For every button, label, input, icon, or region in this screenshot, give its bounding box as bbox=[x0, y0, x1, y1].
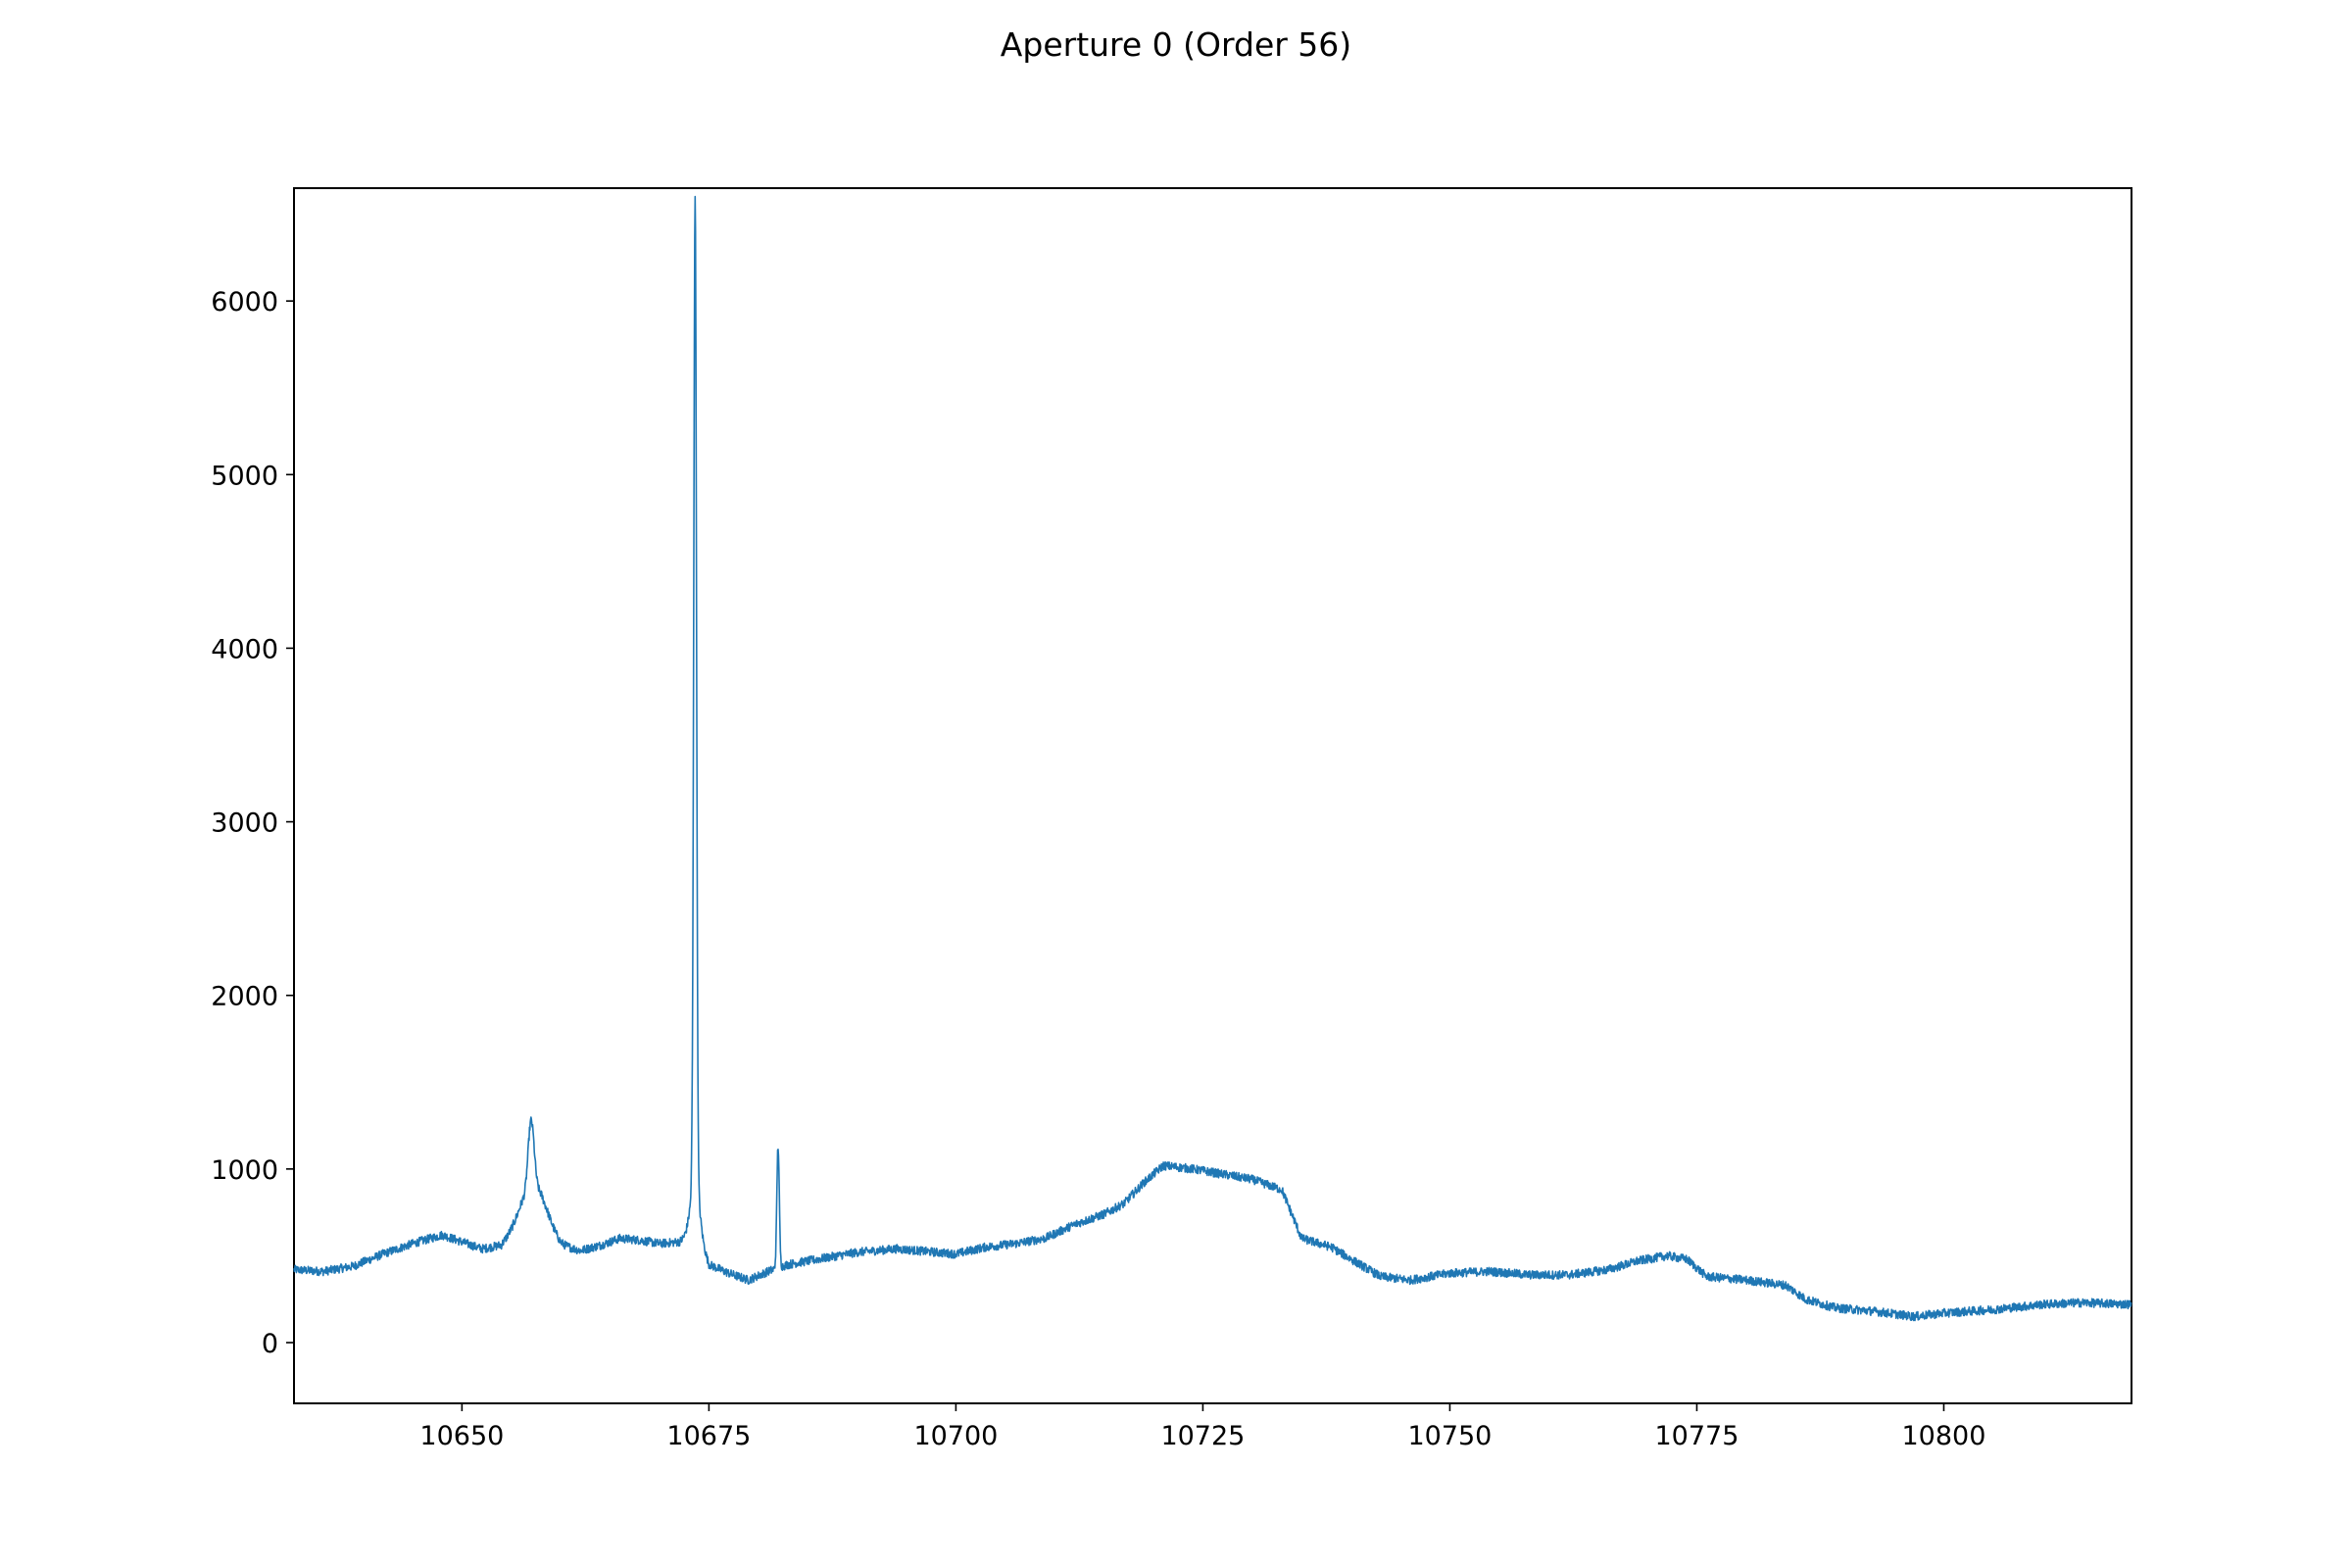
y-tick-label: 2000 bbox=[211, 982, 278, 1012]
y-tick-label: 4000 bbox=[211, 634, 278, 664]
x-tick-label: 10650 bbox=[419, 1421, 504, 1451]
y-tick-label: 6000 bbox=[211, 287, 278, 318]
x-tick-label: 10750 bbox=[1407, 1421, 1492, 1451]
spectrum-series-line bbox=[293, 195, 2132, 1322]
x-tick-label: 10775 bbox=[1654, 1421, 1739, 1451]
plot-area: 10650 10675 10700 10725 10750 10775 10800 0 100… bbox=[211, 187, 2132, 1451]
y-tick-label: 3000 bbox=[211, 808, 278, 839]
y-tick-label: 0 bbox=[262, 1329, 278, 1359]
axes-frame bbox=[293, 187, 2132, 1404]
x-tick-label: 10700 bbox=[913, 1421, 998, 1451]
x-tick-label: 10725 bbox=[1160, 1421, 1245, 1451]
y-axis: 0 1000 2000 3000 4000 5000 6000 bbox=[211, 287, 294, 1359]
x-tick-label: 10675 bbox=[666, 1421, 751, 1451]
y-tick-label: 5000 bbox=[211, 461, 278, 491]
y-tick-label: 1000 bbox=[211, 1155, 278, 1186]
x-axis: 10650 10675 10700 10725 10750 10775 10800 bbox=[419, 1403, 1985, 1451]
series-layer bbox=[293, 195, 2132, 1322]
x-tick-label: 10800 bbox=[1902, 1421, 1986, 1451]
chart-title: Aperture 0 (Order 56) bbox=[1001, 25, 1351, 64]
